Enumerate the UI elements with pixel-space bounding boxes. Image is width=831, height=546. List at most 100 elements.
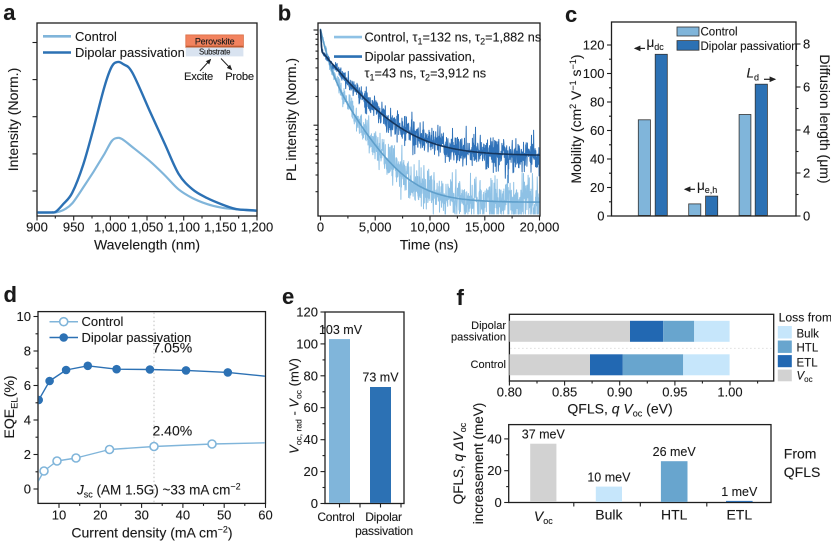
svg-text:120: 120	[296, 305, 318, 320]
svg-text:Control: Control	[82, 314, 124, 329]
svg-text:20: 20	[487, 463, 501, 478]
svg-text:1,100: 1,100	[167, 220, 200, 235]
svg-text:HTL: HTL	[797, 343, 819, 355]
svg-text:0: 0	[597, 209, 604, 224]
svg-text:passivation: passivation	[355, 524, 413, 538]
svg-text:30: 30	[134, 508, 148, 523]
svg-text:c: c	[565, 2, 577, 27]
svg-text:900: 900	[26, 220, 48, 235]
svg-text:μdc: μdc	[647, 35, 665, 52]
svg-text:4: 4	[803, 123, 810, 138]
svg-text:ETL: ETL	[797, 358, 819, 370]
svg-text:120: 120	[583, 38, 605, 53]
svg-text:From: From	[784, 446, 817, 462]
svg-text:Probe: Probe	[225, 71, 254, 83]
svg-text:Dipolar passivation: Dipolar passivation	[75, 45, 185, 60]
svg-text:950: 950	[63, 220, 85, 235]
svg-text:103 mV: 103 mV	[319, 323, 363, 337]
svg-text:2.40%: 2.40%	[153, 423, 193, 439]
svg-text:6: 6	[24, 378, 31, 393]
svg-text:Dipolar: Dipolar	[365, 510, 402, 524]
svg-text:1,000: 1,000	[94, 220, 127, 235]
svg-text:ETL: ETL	[726, 507, 752, 523]
svg-text:5,000: 5,000	[359, 220, 392, 235]
svg-text:7.05%: 7.05%	[153, 340, 193, 356]
svg-text:0.80: 0.80	[497, 385, 522, 400]
svg-text:QFLS: QFLS	[784, 464, 821, 480]
svg-text:60: 60	[258, 508, 272, 523]
svg-text:Loss from: Loss from	[779, 310, 831, 324]
svg-text:Dipolar passivation: Dipolar passivation	[701, 41, 798, 53]
svg-text:a: a	[3, 0, 16, 25]
svg-text:τ1=43 ns, τ2=3,912 ns: τ1=43 ns, τ2=3,912 ns	[365, 67, 487, 83]
svg-text:100: 100	[296, 336, 318, 351]
svg-text:20: 20	[93, 508, 107, 523]
svg-text:Excite: Excite	[184, 71, 213, 83]
svg-text:4: 4	[24, 413, 31, 428]
svg-text:20: 20	[590, 180, 604, 195]
svg-text:40: 40	[176, 508, 190, 523]
svg-text:Control: Control	[317, 510, 354, 524]
svg-text:10,000: 10,000	[410, 220, 450, 235]
svg-text:Bulk: Bulk	[595, 507, 623, 523]
svg-text:QFLS, q ΔVoc: QFLS, q ΔVoc	[451, 422, 468, 504]
svg-text:40: 40	[487, 431, 501, 446]
svg-text:37 meV: 37 meV	[522, 428, 566, 442]
svg-text:20: 20	[304, 464, 318, 479]
svg-text:HTL: HTL	[661, 507, 688, 523]
svg-text:Dipolar passivation: Dipolar passivation	[82, 330, 192, 345]
svg-text:80: 80	[304, 368, 318, 383]
svg-text:Voc, rad - Voc (mV): Voc, rad - Voc (mV)	[287, 358, 304, 454]
svg-text:0.85: 0.85	[552, 385, 577, 400]
svg-text:8: 8	[24, 344, 31, 359]
svg-text:2: 2	[24, 447, 31, 462]
svg-text:μe,h: μe,h	[697, 178, 717, 195]
svg-text:d: d	[4, 282, 17, 307]
svg-text:Control: Control	[75, 29, 117, 44]
svg-text:73 mV: 73 mV	[362, 371, 399, 385]
svg-text:Mobility (cm2 V−1 s−1): Mobility (cm2 V−1 s−1)	[568, 54, 584, 183]
svg-text:Voc: Voc	[797, 371, 813, 385]
svg-text:Current density (mA cm−2): Current density (mA cm−2)	[71, 525, 232, 541]
svg-text:Dipolar: Dipolar	[471, 320, 506, 332]
svg-text:26 meV: 26 meV	[653, 445, 697, 459]
svg-text:20,000: 20,000	[520, 220, 560, 235]
svg-text:80: 80	[590, 95, 604, 110]
svg-text:8: 8	[803, 37, 810, 52]
svg-text:0: 0	[494, 495, 501, 510]
svg-text:0: 0	[317, 220, 324, 235]
svg-text:b: b	[278, 1, 291, 26]
svg-text:0.90: 0.90	[607, 385, 632, 400]
svg-text:100: 100	[583, 66, 605, 81]
svg-text:e: e	[282, 284, 294, 309]
svg-text:60: 60	[590, 123, 604, 138]
svg-text:1,150: 1,150	[204, 220, 237, 235]
svg-text:10: 10	[52, 508, 66, 523]
svg-text:6: 6	[803, 80, 810, 95]
svg-text:PL intensity (Norm.): PL intensity (Norm.)	[283, 58, 299, 181]
svg-text:Perovskite: Perovskite	[195, 36, 235, 46]
svg-text:1,200: 1,200	[241, 220, 274, 235]
svg-text:1.00: 1.00	[717, 385, 742, 400]
svg-text:1 meV: 1 meV	[721, 485, 758, 499]
svg-text:Jsc (AM 1.5G) ~33 mA cm−2: Jsc (AM 1.5G) ~33 mA cm−2	[76, 482, 241, 500]
svg-text:0: 0	[803, 209, 810, 224]
svg-text:Intensity (Norm.): Intensity (Norm.)	[5, 68, 21, 171]
svg-text:f: f	[457, 285, 465, 310]
svg-text:Voc: Voc	[534, 508, 553, 526]
svg-text:40: 40	[304, 432, 318, 447]
svg-text:QFLS, q Voc (eV): QFLS, q Voc (eV)	[567, 401, 672, 419]
svg-text:Time (ns): Time (ns)	[400, 237, 459, 253]
svg-text:EQEEL(%): EQEEL(%)	[1, 376, 21, 439]
svg-text:increasement (meV): increasement (meV)	[471, 403, 486, 525]
svg-text:2: 2	[803, 166, 810, 181]
svg-text:Ld: Ld	[747, 66, 760, 83]
svg-text:0: 0	[24, 482, 31, 497]
svg-text:Wavelength (nm): Wavelength (nm)	[94, 237, 200, 253]
svg-text:10 meV: 10 meV	[587, 471, 631, 485]
svg-text:0.95: 0.95	[662, 385, 687, 400]
svg-text:10: 10	[17, 309, 31, 324]
svg-text:Control: Control	[471, 359, 506, 371]
svg-text:15,000: 15,000	[465, 220, 505, 235]
svg-text:Control: Control	[701, 27, 738, 39]
